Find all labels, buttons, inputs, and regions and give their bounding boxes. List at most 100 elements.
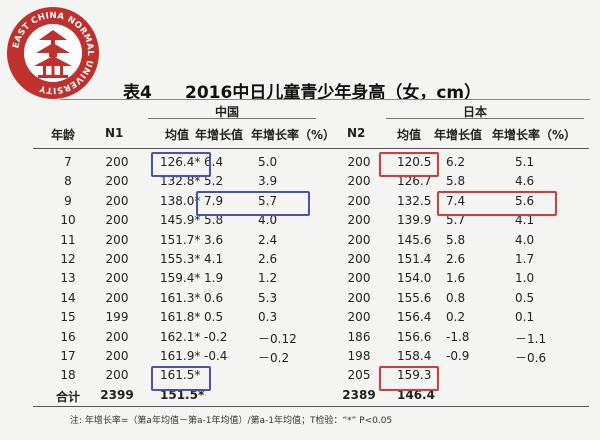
cell-age: 14 xyxy=(60,290,76,305)
table-row: 12 200 155.3* 4.1 2.6 200 151.4 2.6 1.7 xyxy=(0,250,600,269)
cell-inc2: 5.7 xyxy=(446,213,466,228)
header-rule xyxy=(33,148,589,149)
header-n1: N1 xyxy=(105,126,124,140)
cell-inc1: 0.5 xyxy=(204,310,224,325)
header-rate2: 年增长率（%） xyxy=(492,128,577,142)
cell-rate2: 5.6 xyxy=(515,193,535,208)
cell-mean1: 161.8* xyxy=(160,310,201,325)
cell-inc2: 5.8 xyxy=(446,232,466,247)
table-body: 7 200 126.4* 6.4 5.0 200 120.5 6.2 5.1 8 200 132.8*… xyxy=(0,153,600,405)
highlight-japan-age7-mean xyxy=(379,152,439,177)
cell-rate1: 0.3 xyxy=(258,310,278,325)
cell-rate2: 1.0 xyxy=(515,271,535,286)
cell-inc2: 2.6 xyxy=(446,251,466,266)
cell-age: 17 xyxy=(60,348,76,363)
cell-rate2: 0.5 xyxy=(515,290,535,305)
cell-mean2: 159.3 xyxy=(397,368,432,383)
cell-age: 8 xyxy=(64,174,72,189)
cell-n2: 205 xyxy=(347,368,371,383)
cell-rate2: 1.7 xyxy=(515,251,535,266)
cell-inc2: 7.4 xyxy=(446,193,466,208)
cell-n1: 200 xyxy=(105,174,129,189)
cell-mean1: 159.4* xyxy=(160,271,201,286)
group-header-japan: 日本 xyxy=(463,105,488,119)
cell-mean2: 139.9 xyxy=(397,213,432,228)
cell-mean1: 155.3* xyxy=(160,251,201,266)
cell-n2: 200 xyxy=(347,193,371,208)
highlight-japan-age18-mean xyxy=(379,366,439,391)
cell-n2: 200 xyxy=(347,174,371,189)
cell-inc1: 5.2 xyxy=(204,174,224,189)
cell-inc2: 0.8 xyxy=(446,290,466,305)
cell-rate1: 3.9 xyxy=(258,174,278,189)
cell-n1: 200 xyxy=(105,193,129,208)
group-rule-japan xyxy=(386,118,584,119)
cell-n1: 200 xyxy=(105,155,129,169)
cell-inc2: -1.8 xyxy=(446,329,470,344)
table-number: 表4 xyxy=(123,83,152,103)
cell-rate1: －0.12 xyxy=(258,331,297,346)
highlight-china-age9-growth xyxy=(196,191,310,216)
cell-age: 15 xyxy=(60,310,76,325)
cell-n1: 200 xyxy=(105,271,129,286)
cell-mean2: 151.4 xyxy=(397,251,432,266)
total-row: 合计 2399 151.5* 2389 146.4 xyxy=(0,386,600,405)
group-rule-china xyxy=(148,118,316,119)
highlight-china-age7-mean xyxy=(151,152,211,177)
cell-n2: 200 xyxy=(347,213,371,228)
cell-n2: 2389 xyxy=(342,387,376,402)
cell-age: 18 xyxy=(60,368,76,383)
cell-rate1: 1.2 xyxy=(258,271,278,286)
university-logo: EAST CHINA NORMAL UNIVERSITY xyxy=(7,7,99,99)
cell-rate2: －1.1 xyxy=(515,331,547,346)
cell-inc1: 3.6 xyxy=(204,232,224,247)
cell-mean1: 161.3* xyxy=(160,290,201,305)
cell-age: 10 xyxy=(60,213,76,228)
cell-rate2: －0.6 xyxy=(515,350,547,365)
cell-n2: 200 xyxy=(347,290,371,305)
table-row: 16 200 162.1* -0.2 －0.12 186 156.6 -1.8 －1.1 xyxy=(0,328,600,347)
cell-rate2: 5.1 xyxy=(515,155,535,169)
header-mean1: 均值 xyxy=(165,128,190,142)
cell-rate2: 4.1 xyxy=(515,213,535,228)
cell-mean2: 155.6 xyxy=(397,290,432,305)
table-row: 8 200 132.8* 5.2 3.9 200 126.7 5.8 4.6 xyxy=(0,172,600,191)
cell-inc1: 7.9 xyxy=(204,193,224,208)
cell-mean2: 156.6 xyxy=(397,329,432,344)
header-mean2: 均值 xyxy=(397,128,422,142)
cell-mean2: 132.5 xyxy=(397,193,432,208)
cell-age: 11 xyxy=(60,232,76,247)
cell-n1: 200 xyxy=(105,348,129,363)
cell-n1: 200 xyxy=(105,290,129,305)
cell-n2: 200 xyxy=(347,271,371,286)
cell-n2: 200 xyxy=(347,232,371,247)
header-age: 年龄 xyxy=(51,128,76,142)
cell-n1: 2399 xyxy=(100,387,134,402)
cell-rate1: 5.0 xyxy=(258,155,278,169)
cell-mean1: 161.5* xyxy=(160,368,201,383)
cell-mean1: 151.7* xyxy=(160,232,201,247)
highlight-china-age18-mean xyxy=(151,366,211,391)
header-n2: N2 xyxy=(347,126,366,140)
cell-inc2: 0.2 xyxy=(446,310,466,325)
cell-rate2: 4.6 xyxy=(515,174,535,189)
table-row: 13 200 159.4* 1.9 1.2 200 154.0 1.6 1.0 xyxy=(0,269,600,288)
cell-inc1: -0.4 xyxy=(204,348,228,363)
cell-age: 12 xyxy=(60,251,76,266)
cell-mean1: 162.1* xyxy=(160,329,201,344)
cell-n1: 200 xyxy=(105,213,129,228)
cell-mean1: 126.4* xyxy=(160,155,201,169)
cell-n2: 200 xyxy=(347,310,371,325)
cell-rate2: 0.1 xyxy=(515,310,535,325)
cell-mean2: 154.0 xyxy=(397,271,432,286)
cell-rate1: －0.2 xyxy=(258,350,290,365)
table-row: 15 199 161.8* 0.5 0.3 200 156.4 0.2 0.1 xyxy=(0,308,600,327)
footnote: 注: 年增长率=（第a年均值－第a-1年均值）/第a-1年均值；T检验：“*” … xyxy=(70,416,393,426)
cell-inc2: 6.2 xyxy=(446,155,466,169)
cell-rate2: 4.0 xyxy=(515,232,535,247)
cell-inc2: -0.9 xyxy=(446,348,470,363)
cell-inc1: 1.9 xyxy=(204,271,224,286)
cell-n1: 200 xyxy=(105,368,129,383)
cell-inc1: -0.2 xyxy=(204,329,228,344)
